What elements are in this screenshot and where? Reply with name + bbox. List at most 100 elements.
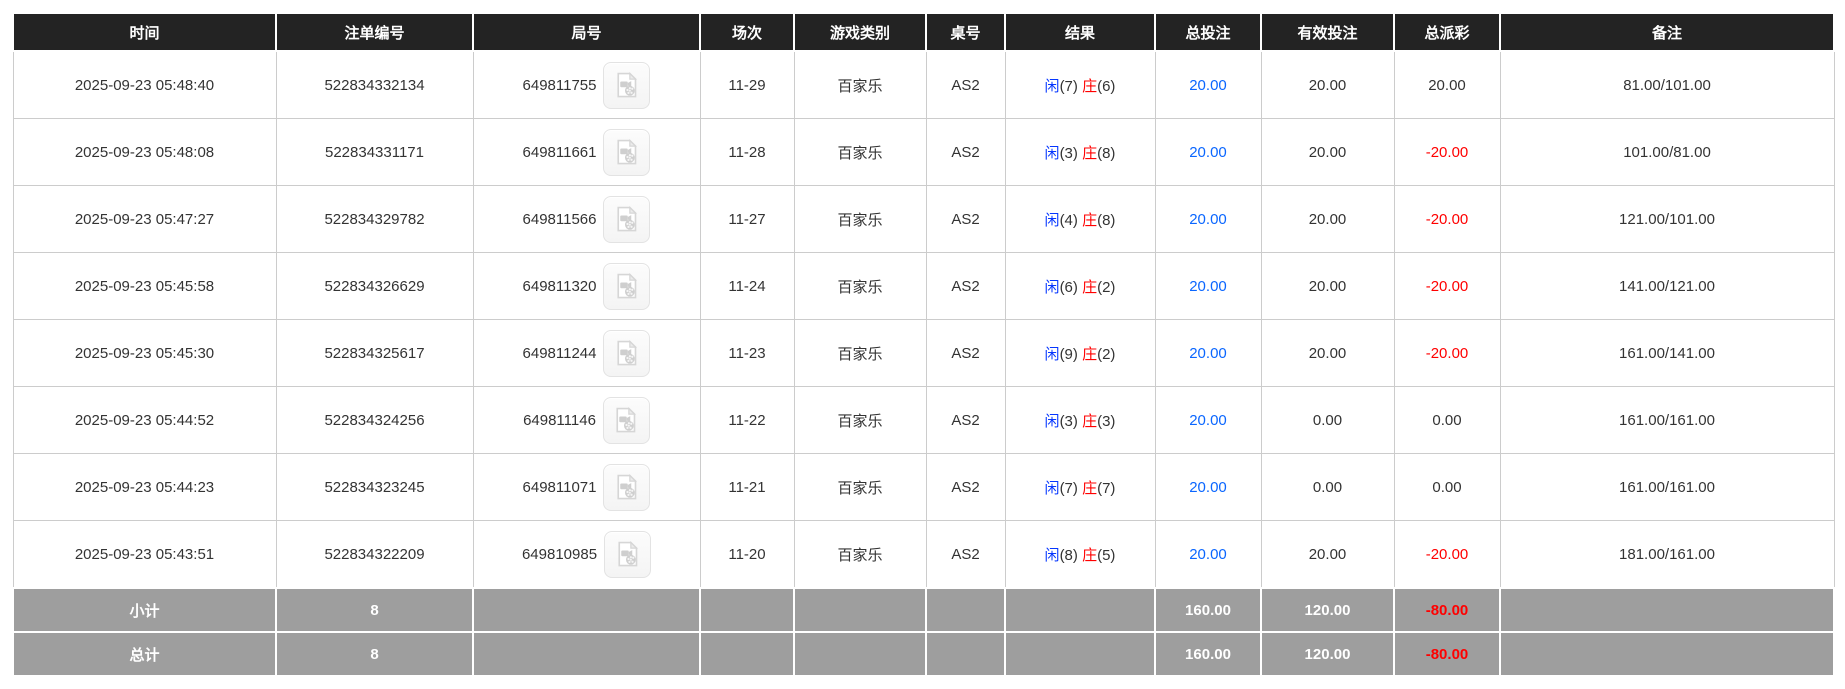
bet-id-cell: 522834325617	[275, 319, 474, 387]
video-replay-button[interactable]	[603, 262, 651, 310]
column-header-valid_bet: 有效投注	[1260, 12, 1395, 52]
total-bet-link[interactable]: 20.00	[1189, 545, 1227, 563]
column-header-remark: 备注	[1499, 12, 1835, 52]
player-result-score: (8)	[1059, 546, 1078, 564]
player-result-label: 闲	[1044, 546, 1060, 564]
summary-empty-cell	[793, 631, 927, 677]
total-bet-link[interactable]: 20.00	[1189, 411, 1227, 429]
video-replay-button[interactable]	[603, 128, 651, 176]
remark-cell: 161.00/161.00	[1499, 453, 1835, 521]
game-type-cell: 百家乐	[793, 118, 927, 186]
video-replay-button[interactable]	[603, 329, 651, 377]
total-bet-cell: 20.00	[1154, 50, 1262, 119]
total-bet-cell: 20.00	[1154, 319, 1262, 387]
video-file-icon	[612, 271, 642, 301]
video-file-icon	[612, 338, 642, 368]
video-replay-button[interactable]	[603, 61, 651, 109]
remark-cell: 161.00/161.00	[1499, 386, 1835, 454]
round-cell: 649811244	[472, 319, 701, 387]
remark-cell: 81.00/101.00	[1499, 50, 1835, 119]
table-no-cell: AS2	[925, 386, 1006, 454]
total-bet-link[interactable]: 20.00	[1189, 76, 1227, 94]
game-type-cell: 百家乐	[793, 50, 927, 119]
summary-valid-bet: 120.00	[1260, 587, 1395, 633]
session-cell: 11-28	[699, 118, 795, 186]
total-bet-link[interactable]: 20.00	[1189, 344, 1227, 362]
bet-id-cell: 522834329782	[275, 185, 474, 253]
round-number: 649811661	[522, 143, 597, 161]
result-cell: 闲(8) 庄(5)	[1004, 520, 1156, 589]
valid-bet-cell: 20.00	[1260, 319, 1395, 387]
game-type-cell: 百家乐	[793, 520, 927, 589]
game-type-cell: 百家乐	[793, 252, 927, 320]
summary-empty-cell	[1499, 631, 1835, 677]
valid-bet-cell: 0.00	[1260, 386, 1395, 454]
player-result-label: 闲	[1044, 144, 1060, 162]
valid-bet-cell: 20.00	[1260, 50, 1395, 119]
summary-total-bet: 160.00	[1154, 587, 1262, 633]
result-cell: 闲(4) 庄(8)	[1004, 185, 1156, 253]
round-cell: 649811755	[472, 50, 701, 119]
round-number: 649811755	[522, 76, 597, 94]
time-cell: 2025-09-23 05:43:51	[12, 520, 277, 589]
video-replay-button[interactable]	[603, 463, 651, 511]
total-bet-cell: 20.00	[1154, 118, 1262, 186]
subtotal-row: 小计 8 160.00 120.00 -80.00	[12, 587, 1835, 633]
bet-record-row: 2025-09-23 05:43:51 522834322209 649810985…	[12, 520, 1835, 589]
summary-empty-cell	[699, 631, 795, 677]
session-cell: 11-22	[699, 386, 795, 454]
bet-record-row: 2025-09-23 05:48:08 522834331171 649811661…	[12, 118, 1835, 186]
video-file-icon	[612, 472, 642, 502]
total-bet-link[interactable]: 20.00	[1189, 478, 1227, 496]
total-bet-link[interactable]: 20.00	[1189, 143, 1227, 161]
player-result-score: (6)	[1059, 278, 1078, 296]
session-cell: 11-20	[699, 520, 795, 589]
session-cell: 11-21	[699, 453, 795, 521]
summary-empty-cell	[472, 631, 701, 677]
round-cell: 649811320	[472, 252, 701, 320]
player-result-label: 闲	[1044, 77, 1060, 95]
summary-empty-cell	[925, 631, 1006, 677]
banker-result-label: 庄	[1082, 546, 1098, 564]
result-cell: 闲(3) 庄(3)	[1004, 386, 1156, 454]
round-cell: 649811146	[472, 386, 701, 454]
result-cell: 闲(9) 庄(2)	[1004, 319, 1156, 387]
summary-empty-cell	[793, 587, 927, 633]
video-replay-button[interactable]	[603, 195, 651, 243]
banker-result-score: (8)	[1097, 211, 1116, 229]
valid-bet-cell: 20.00	[1260, 252, 1395, 320]
banker-result-score: (6)	[1097, 77, 1116, 95]
total-row: 总计 8 160.00 120.00 -80.00	[12, 631, 1835, 677]
bet-record-row: 2025-09-23 05:47:27 522834329782 649811566…	[12, 185, 1835, 253]
video-file-icon	[612, 70, 642, 100]
total-bet-cell: 20.00	[1154, 185, 1262, 253]
bet-record-row: 2025-09-23 05:44:52 522834324256 649811146…	[12, 386, 1835, 454]
video-replay-button[interactable]	[604, 530, 652, 578]
time-cell: 2025-09-23 05:45:30	[12, 319, 277, 387]
player-result-score: (3)	[1059, 144, 1078, 162]
banker-result-label: 庄	[1082, 278, 1098, 296]
bet-id-cell: 522834322209	[275, 520, 474, 589]
banker-result-score: (2)	[1097, 345, 1116, 363]
table-no-cell: AS2	[925, 185, 1006, 253]
summary-total-bet: 160.00	[1154, 631, 1262, 677]
banker-result-label: 庄	[1082, 345, 1098, 363]
payout-cell: -20.00	[1393, 319, 1501, 387]
payout-cell: -20.00	[1393, 185, 1501, 253]
player-result-label: 闲	[1044, 278, 1060, 296]
game-type-cell: 百家乐	[793, 319, 927, 387]
player-result-label: 闲	[1044, 479, 1060, 497]
bet-id-cell: 522834331171	[275, 118, 474, 186]
video-replay-button[interactable]	[602, 396, 650, 444]
total-bet-link[interactable]: 20.00	[1189, 277, 1227, 295]
banker-result-label: 庄	[1082, 211, 1098, 229]
banker-result-label: 庄	[1082, 144, 1098, 162]
valid-bet-cell: 20.00	[1260, 118, 1395, 186]
valid-bet-cell: 20.00	[1260, 520, 1395, 589]
total-bet-link[interactable]: 20.00	[1189, 210, 1227, 228]
video-file-icon	[612, 137, 642, 167]
video-file-icon	[612, 204, 642, 234]
session-cell: 11-23	[699, 319, 795, 387]
summary-count: 8	[275, 587, 474, 633]
total-bet-cell: 20.00	[1154, 386, 1262, 454]
